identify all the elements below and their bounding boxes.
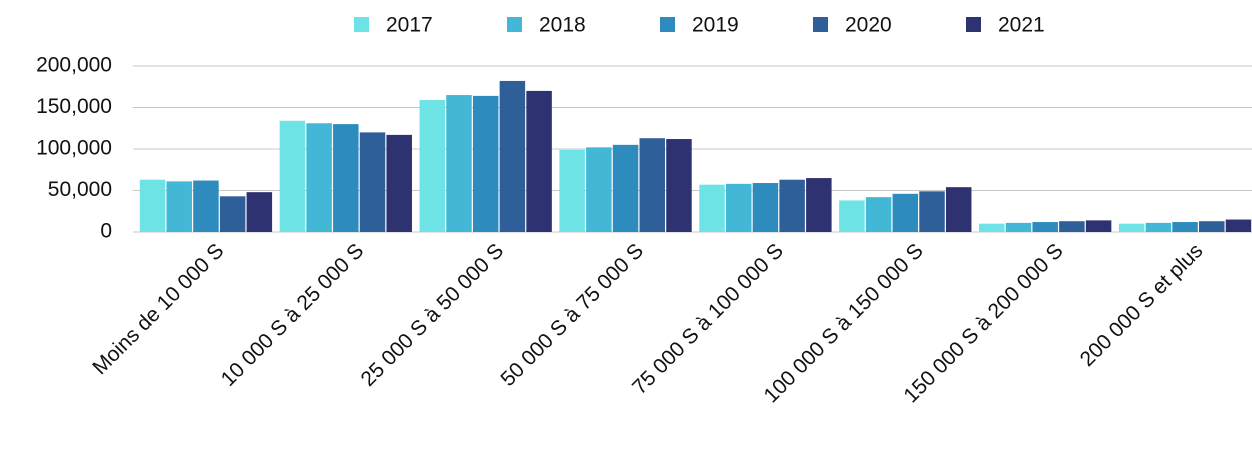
- y-tick-label: 0: [100, 220, 112, 243]
- bar: [526, 90, 552, 233]
- legend-swatch: [354, 17, 369, 32]
- bar: [1059, 221, 1085, 232]
- x-tick-label: 100 000 S à 150 000 S: [760, 239, 928, 407]
- bar: [666, 139, 692, 232]
- bar: [359, 132, 386, 232]
- x-tick-label: 150 000 S à 200 000 S: [899, 239, 1067, 407]
- bar: [725, 183, 752, 232]
- bar: [752, 183, 779, 232]
- y-tick-label: 50,000: [48, 178, 112, 201]
- bar: [499, 80, 526, 232]
- bar: [1005, 222, 1032, 232]
- bar: [1118, 223, 1145, 232]
- bar: [1085, 220, 1112, 232]
- bar: [446, 95, 472, 232]
- legend-label: 2020: [845, 14, 892, 37]
- bar: [699, 184, 725, 232]
- legend-label: 2019: [692, 14, 739, 37]
- bar: [639, 138, 666, 232]
- x-tick-label: Moins de 10 000 S: [88, 239, 228, 379]
- legend-swatch: [813, 17, 828, 32]
- bar: [1199, 221, 1225, 232]
- bar: [979, 223, 1005, 232]
- bar: [166, 181, 192, 232]
- bar: [193, 180, 219, 232]
- bar: [1032, 222, 1058, 232]
- x-tick-label: 75 000 S à 100 000 S: [628, 239, 788, 399]
- legend-swatch: [966, 17, 981, 32]
- legend-label: 2017: [386, 14, 433, 37]
- bar: [246, 192, 273, 232]
- bar: [865, 197, 892, 232]
- bar: [386, 134, 412, 232]
- bar: [472, 95, 499, 232]
- bar: [586, 147, 612, 232]
- bar: [1145, 222, 1172, 232]
- bar: [779, 179, 805, 232]
- y-tick-label: 100,000: [36, 137, 112, 160]
- legend-swatch: [507, 17, 522, 32]
- x-tick-label: 50 000 S à 75 000 S: [496, 239, 648, 391]
- legend-label: 2018: [539, 14, 586, 37]
- bar: [419, 100, 446, 232]
- legend-label: 2021: [998, 14, 1045, 37]
- bar: [559, 149, 585, 232]
- bar: [806, 178, 832, 232]
- bar: [612, 144, 639, 232]
- bar: [1225, 219, 1252, 232]
- y-tick-label: 150,000: [36, 95, 112, 118]
- bar: [919, 191, 945, 232]
- x-tick-label: 200 000 S et plus: [1076, 239, 1208, 371]
- bar: [945, 187, 972, 232]
- bar: [1172, 222, 1198, 232]
- bar: [333, 124, 359, 232]
- x-tick-label: 10 000 S à 25 000 S: [217, 239, 369, 391]
- bar: [139, 179, 166, 232]
- bar: [279, 120, 306, 232]
- y-tick-label: 200,000: [36, 54, 112, 77]
- x-tick-label: 25 000 S à 50 000 S: [356, 239, 508, 391]
- bar: [839, 200, 865, 232]
- bar: [219, 196, 246, 232]
- bar: [306, 123, 332, 232]
- bar: [892, 193, 919, 232]
- legend-swatch: [660, 17, 675, 32]
